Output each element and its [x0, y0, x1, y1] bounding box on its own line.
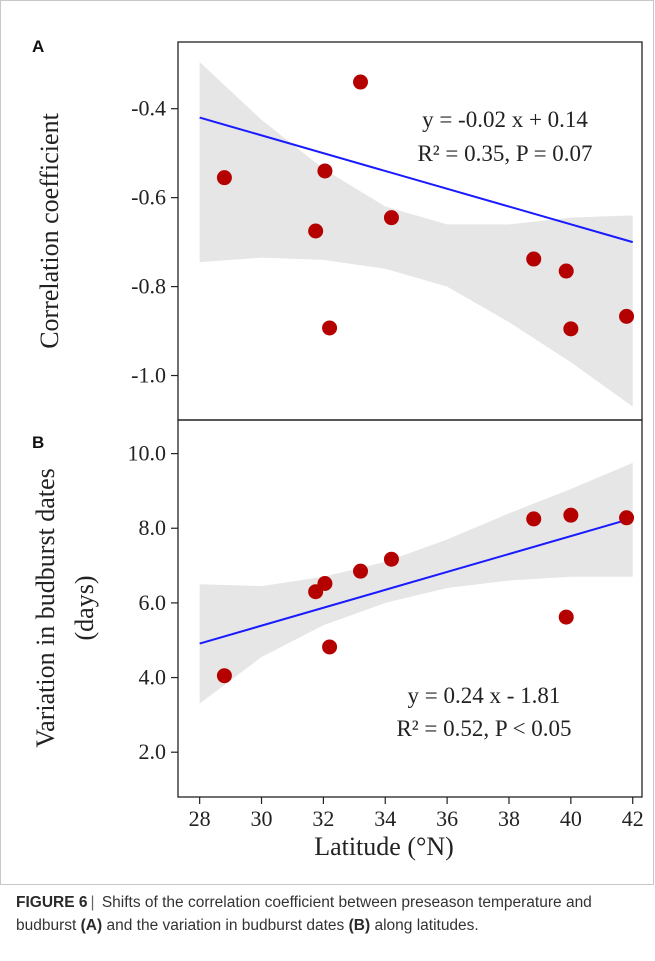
- caption-separator: |: [90, 894, 95, 911]
- caption-ref-a: (A): [80, 917, 103, 934]
- x-tick-label: 28: [189, 806, 211, 831]
- y-tick-label: 2.0: [139, 739, 167, 764]
- panel-b-equation-line1: y = 0.24 x - 1.81: [408, 683, 561, 708]
- caption-text-2: and the variation in budburst dates: [102, 917, 349, 934]
- panel-a-y-ticks: -1.0 -0.8 -0.6 -0.4: [131, 96, 178, 388]
- y-tick-label: 4.0: [139, 665, 167, 690]
- panel-a-regression: [199, 116, 633, 244]
- panel-b-y-axis-title: Variation in budburst dates: [31, 468, 60, 747]
- x-tick-label: 42: [622, 806, 644, 831]
- x-tick-label: 38: [498, 806, 520, 831]
- panel-a-equation-line2: R² = 0.35, P = 0.07: [417, 141, 592, 166]
- y-tick-label: 6.0: [139, 590, 167, 615]
- panel-a-equation-line1: y = -0.02 x + 0.14: [422, 107, 588, 132]
- data-point: [563, 321, 579, 337]
- data-point: [558, 609, 574, 625]
- x-tick-label: 36: [436, 806, 458, 831]
- data-point: [563, 507, 579, 523]
- caption-ref-b: (B): [348, 917, 371, 934]
- panel-b-chart: B 2.0 4.0 6.0 8.0 10.0 28 30 32 34 36 38 40 42 Vari…: [31, 433, 644, 861]
- data-point: [558, 263, 574, 279]
- panel-b-band: [199, 462, 633, 704]
- panel-b-equation-line2: R² = 0.52, P < 0.05: [396, 716, 571, 741]
- y-tick-label: -1.0: [131, 363, 166, 388]
- panel-b-x-axis-title: Latitude (°N): [314, 832, 454, 861]
- figure-canvas: A -1.0 -0.8 -0.6 -0.4 Correlation coefficie…: [31, 37, 644, 861]
- data-point: [526, 511, 542, 527]
- data-point: [353, 74, 369, 90]
- x-tick-label: 30: [251, 806, 273, 831]
- panel-b-x-ticks: 28 30 32 34 36 38 40 42: [189, 797, 644, 831]
- panel-b-y-axis-units: (days): [70, 576, 99, 641]
- y-tick-label: 8.0: [139, 515, 167, 540]
- data-point: [619, 308, 635, 324]
- data-point: [308, 223, 324, 239]
- panel-b-points: [216, 507, 635, 684]
- panel-b-regression: [199, 517, 633, 645]
- y-tick-label: -0.8: [131, 274, 166, 299]
- x-tick-label: 32: [312, 806, 334, 831]
- panel-b-y-ticks: 2.0 4.0 6.0 8.0 10.0: [128, 441, 178, 764]
- panel-a-letter: A: [32, 37, 44, 56]
- y-tick-label: 10.0: [128, 441, 167, 466]
- data-point: [317, 163, 333, 179]
- panel-a-points: [216, 74, 635, 337]
- y-tick-label: -0.4: [131, 96, 166, 121]
- data-point: [322, 320, 338, 336]
- regression-line: [199, 517, 633, 645]
- figure-frame: [0, 0, 654, 885]
- x-tick-label: 34: [374, 806, 396, 831]
- data-point: [619, 510, 635, 526]
- data-point: [383, 210, 399, 226]
- data-point: [216, 668, 232, 684]
- panel-a-band: [199, 62, 633, 407]
- figure-caption: FIGURE 6 | Shifts of the correlation coef…: [16, 891, 644, 937]
- caption-text-1: Shifts of the correlation coefficient be…: [16, 894, 592, 934]
- data-point: [216, 170, 232, 186]
- data-point: [317, 575, 333, 591]
- panel-b-plot-border: [177, 419, 643, 798]
- panel-b-letter: B: [32, 433, 44, 452]
- regression-line: [199, 116, 633, 244]
- data-point: [526, 251, 542, 267]
- data-point: [353, 563, 369, 579]
- data-point: [383, 551, 399, 567]
- panel-a-chart: A -1.0 -0.8 -0.6 -0.4 Correlation coefficie…: [32, 37, 635, 407]
- caption-label: FIGURE 6: [16, 894, 88, 911]
- x-tick-label: 40: [560, 806, 582, 831]
- panel-a-y-axis-title: Correlation coefficient: [35, 112, 64, 348]
- caption-text-3: along latitudes.: [370, 917, 479, 934]
- data-point: [322, 639, 338, 655]
- y-tick-label: -0.6: [131, 185, 166, 210]
